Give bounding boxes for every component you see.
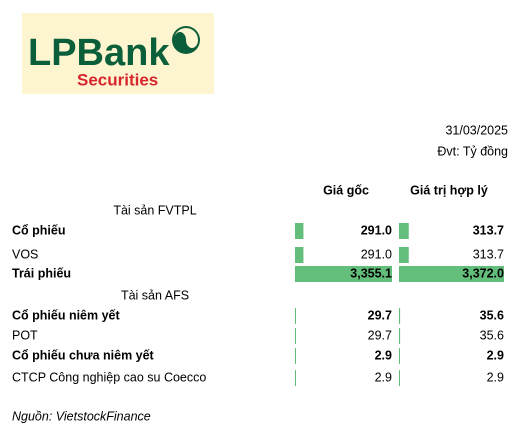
cell-value: 291.0: [361, 247, 392, 261]
data-bar: [399, 328, 401, 344]
data-bar: [295, 308, 296, 324]
row-label: VOS: [12, 247, 38, 261]
logo-sub: Securities: [77, 70, 158, 89]
data-bar: [295, 247, 304, 263]
unit: Đvt: Tỷ đồng: [437, 144, 508, 158]
cell-value: 3,355.1: [350, 266, 392, 280]
section-label: Tài sản FVTPL: [113, 203, 196, 217]
row-label: Cổ phiếu niêm yết: [12, 308, 120, 322]
cell-value: 35.6: [480, 308, 504, 322]
data-bar: [399, 247, 409, 263]
row-label: POT: [12, 328, 38, 342]
logo-brand: LPBank: [28, 32, 170, 74]
data-bar: [295, 370, 296, 386]
data-bar: [295, 223, 304, 239]
logo-icon: [172, 26, 200, 54]
data-bar: [399, 223, 409, 239]
row-label: Cổ phiếu chưa niêm yết: [12, 348, 155, 362]
section-label: Tài sản AFS: [121, 288, 189, 302]
data-bar: [399, 308, 401, 324]
cell-value: 2.9: [375, 370, 392, 384]
cell-value: 29.7: [368, 308, 392, 322]
data-bar: [295, 328, 296, 344]
column-header: Giá trị hợp lý: [410, 183, 488, 197]
data-bar: [295, 266, 392, 282]
cell-value: 29.7: [368, 328, 392, 342]
cell-value: 291.0: [361, 223, 392, 237]
source: Nguồn: VietstockFinance: [12, 409, 151, 423]
cell-value: 35.6: [480, 328, 504, 342]
row-label: CTCP Công nghiệp cao su Coecco: [12, 370, 206, 384]
data-bar: [399, 370, 400, 386]
row-label: Trái phiếu: [12, 266, 71, 280]
cell-value: 2.9: [487, 370, 504, 384]
data-bar: [399, 348, 400, 364]
cell-value: 3,372.0: [462, 266, 504, 280]
data-bar: [399, 266, 504, 282]
data-bar: [295, 348, 296, 364]
cell-value: 2.9: [487, 348, 504, 362]
logo-box: [22, 13, 214, 94]
cell-value: 313.7: [473, 247, 504, 261]
date: 31/03/2025: [445, 123, 508, 137]
row-label: Cổ phiếu: [12, 223, 65, 237]
column-header: Giá gốc: [323, 183, 369, 197]
cell-value: 2.9: [375, 348, 392, 362]
cell-value: 313.7: [473, 223, 504, 237]
